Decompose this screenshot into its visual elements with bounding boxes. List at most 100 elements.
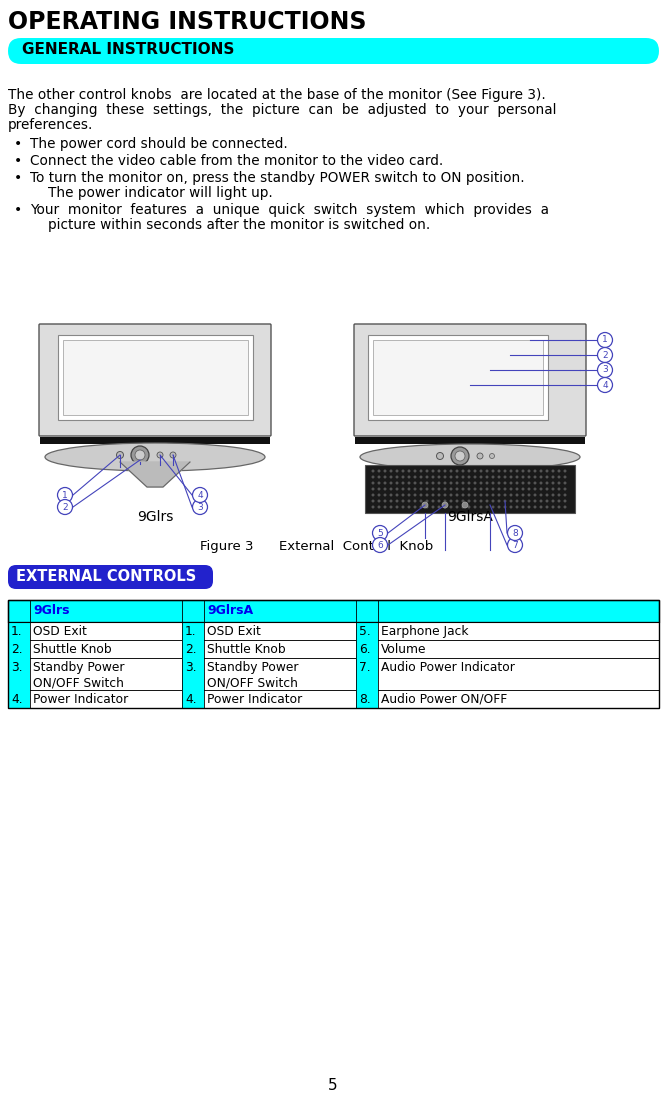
Circle shape bbox=[456, 482, 458, 484]
Circle shape bbox=[540, 487, 542, 491]
Text: 7: 7 bbox=[512, 541, 518, 550]
Circle shape bbox=[528, 506, 530, 508]
Text: 9Glrs: 9Glrs bbox=[137, 510, 173, 525]
Bar bbox=[182, 622, 204, 639]
Circle shape bbox=[456, 494, 458, 496]
Circle shape bbox=[456, 499, 458, 503]
Circle shape bbox=[534, 470, 536, 473]
Circle shape bbox=[486, 506, 488, 508]
Circle shape bbox=[598, 347, 612, 362]
Circle shape bbox=[426, 499, 428, 503]
Circle shape bbox=[540, 475, 542, 479]
Circle shape bbox=[438, 494, 440, 496]
Circle shape bbox=[432, 470, 434, 473]
Circle shape bbox=[516, 482, 518, 484]
Circle shape bbox=[516, 475, 518, 479]
Circle shape bbox=[498, 470, 500, 473]
Circle shape bbox=[451, 447, 469, 465]
Bar bbox=[356, 690, 378, 708]
Circle shape bbox=[432, 475, 434, 479]
Circle shape bbox=[540, 470, 542, 473]
Circle shape bbox=[456, 506, 458, 508]
Circle shape bbox=[552, 494, 554, 496]
Circle shape bbox=[438, 499, 440, 503]
Bar bbox=[8, 600, 659, 708]
Circle shape bbox=[396, 494, 398, 496]
Circle shape bbox=[456, 470, 458, 473]
Text: 3: 3 bbox=[197, 503, 203, 511]
Circle shape bbox=[396, 487, 398, 491]
Circle shape bbox=[546, 506, 548, 508]
Circle shape bbox=[480, 470, 482, 473]
Circle shape bbox=[462, 502, 468, 508]
Circle shape bbox=[117, 451, 123, 459]
Ellipse shape bbox=[360, 443, 580, 470]
Circle shape bbox=[468, 494, 470, 496]
Text: 9GlrsA: 9GlrsA bbox=[207, 604, 253, 616]
Text: •: • bbox=[14, 137, 22, 151]
Circle shape bbox=[534, 475, 536, 479]
Circle shape bbox=[396, 482, 398, 484]
Circle shape bbox=[426, 506, 428, 508]
Circle shape bbox=[564, 482, 566, 484]
Circle shape bbox=[468, 475, 470, 479]
Text: Figure 3      External  Control  Knob: Figure 3 External Control Knob bbox=[200, 540, 434, 553]
Text: •: • bbox=[14, 203, 22, 217]
Circle shape bbox=[546, 494, 548, 496]
Circle shape bbox=[408, 494, 410, 496]
Circle shape bbox=[462, 470, 464, 473]
Circle shape bbox=[508, 526, 522, 541]
Circle shape bbox=[402, 487, 404, 491]
Circle shape bbox=[474, 487, 476, 491]
Bar bbox=[8, 622, 30, 639]
Bar bbox=[368, 335, 548, 420]
Circle shape bbox=[480, 494, 482, 496]
Circle shape bbox=[378, 470, 380, 473]
Circle shape bbox=[402, 506, 404, 508]
Circle shape bbox=[426, 470, 428, 473]
Circle shape bbox=[193, 487, 207, 503]
Circle shape bbox=[564, 499, 566, 503]
Circle shape bbox=[450, 506, 452, 508]
Circle shape bbox=[564, 470, 566, 473]
Text: 1: 1 bbox=[62, 491, 68, 499]
Circle shape bbox=[420, 499, 422, 503]
Bar bbox=[8, 690, 30, 708]
Circle shape bbox=[438, 475, 440, 479]
Circle shape bbox=[57, 487, 73, 503]
Circle shape bbox=[438, 482, 440, 484]
Circle shape bbox=[438, 506, 440, 508]
Text: 6.: 6. bbox=[359, 643, 371, 656]
Circle shape bbox=[516, 506, 518, 508]
FancyBboxPatch shape bbox=[354, 324, 586, 436]
Circle shape bbox=[522, 482, 524, 484]
Circle shape bbox=[372, 470, 374, 473]
Text: 5: 5 bbox=[328, 1077, 338, 1093]
Text: 8.: 8. bbox=[359, 693, 371, 706]
Text: 8: 8 bbox=[512, 529, 518, 538]
Circle shape bbox=[408, 506, 410, 508]
Circle shape bbox=[444, 494, 446, 496]
Circle shape bbox=[510, 470, 512, 473]
Circle shape bbox=[420, 487, 422, 491]
Circle shape bbox=[534, 506, 536, 508]
Circle shape bbox=[408, 482, 410, 484]
Circle shape bbox=[598, 333, 612, 347]
Text: picture within seconds after the monitor is switched on.: picture within seconds after the monitor… bbox=[48, 218, 430, 232]
Circle shape bbox=[390, 470, 392, 473]
Circle shape bbox=[444, 470, 446, 473]
Circle shape bbox=[378, 482, 380, 484]
Text: The other control knobs  are located at the base of the monitor (See Figure 3).: The other control knobs are located at t… bbox=[8, 88, 546, 102]
Bar bbox=[57, 335, 253, 420]
Circle shape bbox=[426, 494, 428, 496]
Circle shape bbox=[396, 499, 398, 503]
Text: 5: 5 bbox=[377, 529, 383, 538]
Text: OPERATING INSTRUCTIONS: OPERATING INSTRUCTIONS bbox=[8, 10, 366, 34]
Circle shape bbox=[546, 487, 548, 491]
Circle shape bbox=[558, 506, 560, 508]
Circle shape bbox=[558, 487, 560, 491]
Circle shape bbox=[516, 499, 518, 503]
Circle shape bbox=[490, 453, 494, 459]
Circle shape bbox=[558, 475, 560, 479]
Circle shape bbox=[432, 506, 434, 508]
